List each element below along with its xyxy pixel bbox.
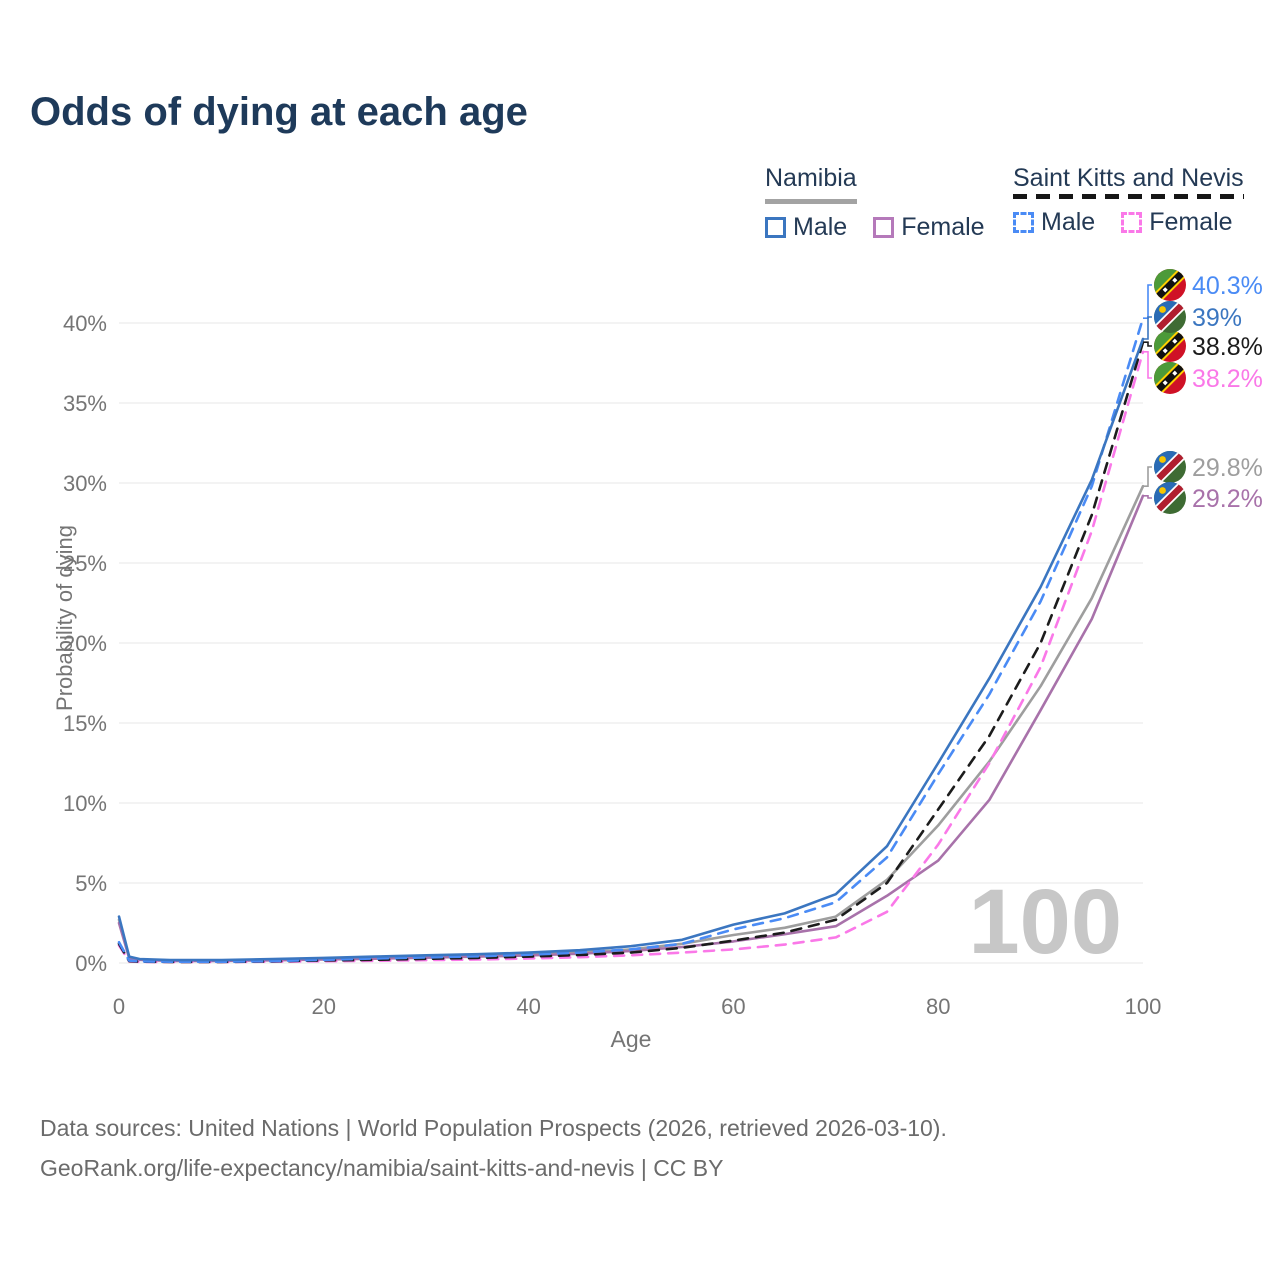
end-value-label-namibia-both: 29.8%: [1192, 454, 1263, 482]
age-watermark: 100: [968, 871, 1123, 973]
y-tick-label: 0%: [75, 951, 107, 976]
legend-country-stkitts: Saint Kitts and Nevis: [1013, 164, 1244, 199]
y-tick-label: 5%: [75, 871, 107, 896]
series-line-namibia-male: [117, 337, 1145, 962]
x-tick-label: 0: [113, 994, 125, 1019]
label-connector-stkitts-male: [1143, 284, 1152, 319]
legend-country-namibia: Namibia: [765, 164, 857, 204]
legend-toggle-stkitts-male[interactable]: Male: [1013, 208, 1095, 237]
y-tick-label: 25%: [63, 551, 107, 576]
legend-label-namibia-male: Male: [793, 213, 848, 241]
y-tick-label: 10%: [63, 791, 107, 816]
series-line-stkitts-male: [117, 316, 1145, 963]
x-axis-title: Age: [610, 1026, 652, 1052]
stkitts-flag-icon: [1154, 269, 1186, 301]
y-tick-label: 40%: [63, 311, 107, 336]
y-tick-label: 35%: [63, 391, 107, 416]
series-line-stkitts-both: [117, 340, 1145, 964]
footer-sources: Data sources: United Nations | World Pop…: [40, 1115, 947, 1141]
y-axis-title: Probability of dying: [52, 525, 77, 711]
legend-group-stkitts: Saint Kitts and Nevis Male Female: [1013, 164, 1244, 237]
legend-label-namibia-female: Female: [901, 213, 985, 241]
legend-group-namibia: Namibia Male Female: [765, 164, 985, 242]
footer-link: GeoRank.org/life-expectancy/namibia/sain…: [40, 1155, 724, 1182]
label-connector-stkitts-female: [1143, 351, 1152, 379]
stkitts-flag-icon: [1154, 330, 1186, 362]
legend-toggle-namibia-female[interactable]: Female: [873, 213, 985, 242]
stkitts-flag-icon: [1154, 362, 1186, 394]
namibia-flag-icon: [1154, 301, 1186, 333]
chart-title: Odds of dying at each age: [30, 90, 528, 134]
x-tick-label: 100: [1125, 994, 1162, 1019]
checkbox-stkitts-female[interactable]: [1121, 212, 1143, 233]
x-tick-label: 60: [721, 994, 745, 1019]
legend-label-stkitts-female: Female: [1149, 208, 1233, 236]
y-tick-label: 15%: [63, 711, 107, 736]
y-tick-label: 20%: [63, 631, 107, 656]
checkbox-stkitts-male[interactable]: [1013, 212, 1034, 233]
namibia-flag-icon: [1154, 482, 1186, 514]
x-tick-label: 80: [926, 994, 950, 1019]
label-connector-namibia-male: [1143, 316, 1152, 340]
checkbox-namibia-female[interactable]: [873, 217, 895, 238]
namibia-flag-icon: [1154, 451, 1186, 483]
end-value-label-namibia-female: 29.2%: [1192, 485, 1263, 513]
y-tick-label: 30%: [63, 471, 107, 496]
end-value-label-stkitts-both: 38.8%: [1192, 333, 1263, 361]
end-value-label-stkitts-female: 38.2%: [1192, 365, 1263, 393]
chart-canvas: 0% 5% 10% 15% 20% 25% 30% 35% 40% 0 20 40 60 80 100 29.…: [63, 269, 1263, 1019]
x-tick-label: 20: [312, 994, 336, 1019]
checkbox-namibia-male[interactable]: [765, 217, 786, 238]
legend-label-stkitts-male: Male: [1041, 208, 1096, 236]
footer: Data sources: United Nations | World Pop…: [40, 1108, 947, 1189]
end-value-label-namibia-male: 39%: [1192, 304, 1242, 332]
label-connector-stkitts-both: [1143, 341, 1152, 347]
label-connector-namibia-female: [1143, 495, 1152, 499]
end-value-label-stkitts-male: 40.3%: [1192, 272, 1263, 300]
legend-toggle-stkitts-female[interactable]: Female: [1121, 208, 1233, 237]
legend-toggle-namibia-male[interactable]: Male: [765, 213, 847, 242]
label-connector-namibia-both: [1143, 466, 1152, 487]
x-tick-label: 40: [516, 994, 540, 1019]
